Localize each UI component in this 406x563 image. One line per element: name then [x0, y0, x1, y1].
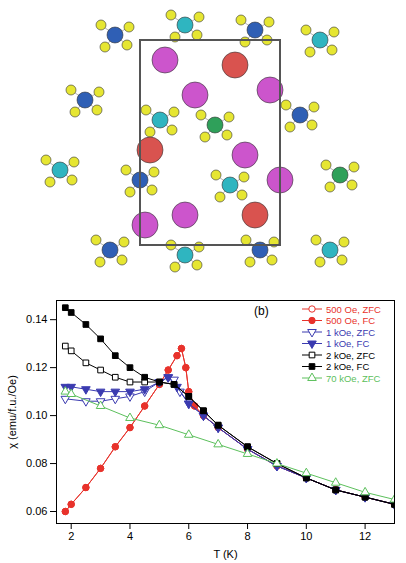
svg-text:1 kOe, ZFC: 1 kOe, ZFC	[326, 327, 375, 338]
svg-text:0.10: 0.10	[26, 409, 47, 421]
svg-text:500 Oe, FC: 500 Oe, FC	[326, 315, 375, 326]
svg-text:0.12: 0.12	[26, 361, 47, 373]
svg-text:500 Oe, ZFC: 500 Oe, ZFC	[326, 304, 381, 315]
svg-text:70 kOe, ZFC: 70 kOe, ZFC	[326, 373, 381, 384]
svg-text:0.08: 0.08	[26, 457, 47, 469]
svg-text:1 kOe, FC: 1 kOe, FC	[326, 338, 369, 349]
svg-text:12: 12	[359, 530, 371, 542]
html-text:(b): (b)	[254, 304, 269, 318]
svg-text:T (K): T (K)	[213, 548, 237, 560]
svg-text:6: 6	[186, 530, 192, 542]
svg-text:8: 8	[244, 530, 250, 542]
svg-text:2 kOe, ZFC: 2 kOe, ZFC	[326, 350, 375, 361]
svg-text:χ (emu/f.u./Oe): χ (emu/f.u./Oe)	[6, 375, 18, 449]
svg-text:4: 4	[127, 530, 133, 542]
svg-text:0.14: 0.14	[26, 313, 47, 325]
svg-text:2 kOe, FC: 2 kOe, FC	[326, 361, 369, 372]
svg-text:2: 2	[68, 530, 74, 542]
svg-text:0.06: 0.06	[26, 505, 47, 517]
svg-text:10: 10	[300, 530, 312, 542]
